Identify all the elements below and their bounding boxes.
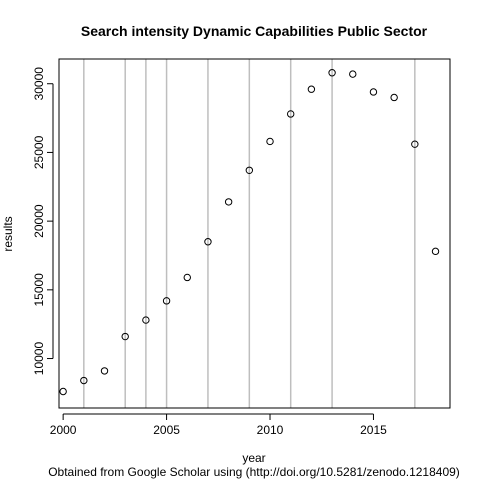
data-point: [162, 297, 171, 305]
chart-title: Search intensity Dynamic Capabilities Pu…: [81, 23, 428, 39]
data-point: [121, 332, 129, 341]
x-axis: 2000 2005 2010 2015: [50, 413, 387, 437]
data-points: [59, 69, 440, 396]
data-point: [266, 137, 274, 146]
data-point: [100, 367, 109, 375]
y-axis: 10000 15000 20000 25000 30000: [32, 67, 54, 376]
y-tick-label: 15000: [32, 273, 46, 307]
source-caption: Obtained from Google Scholar using (http…: [48, 465, 460, 479]
y-axis-label: results: [1, 216, 15, 251]
data-point: [431, 247, 440, 256]
data-point: [369, 88, 378, 96]
y-tick-label: 25000: [32, 135, 46, 169]
data-point: [328, 69, 336, 77]
reference-lines: [83, 59, 416, 408]
data-point: [142, 316, 150, 324]
data-point: [411, 140, 419, 148]
data-point: [390, 93, 398, 102]
data-point: [224, 198, 233, 206]
x-tick-label: 2010: [257, 423, 284, 437]
data-point: [245, 166, 254, 174]
x-tick-label: 2000: [50, 423, 77, 437]
y-tick-label: 30000: [32, 67, 46, 101]
plot-area-border: [58, 58, 451, 409]
y-tick-label: 10000: [32, 342, 46, 376]
data-point: [183, 273, 191, 282]
data-point: [307, 85, 316, 93]
data-point: [349, 70, 357, 78]
x-axis-label: year: [242, 451, 265, 465]
data-point: [287, 110, 295, 118]
data-point: [59, 387, 67, 396]
data-point: [204, 238, 212, 246]
data-point: [80, 376, 88, 385]
x-tick-label: 2005: [153, 423, 180, 437]
x-tick-label: 2015: [360, 423, 387, 437]
y-tick-label: 20000: [32, 204, 46, 238]
